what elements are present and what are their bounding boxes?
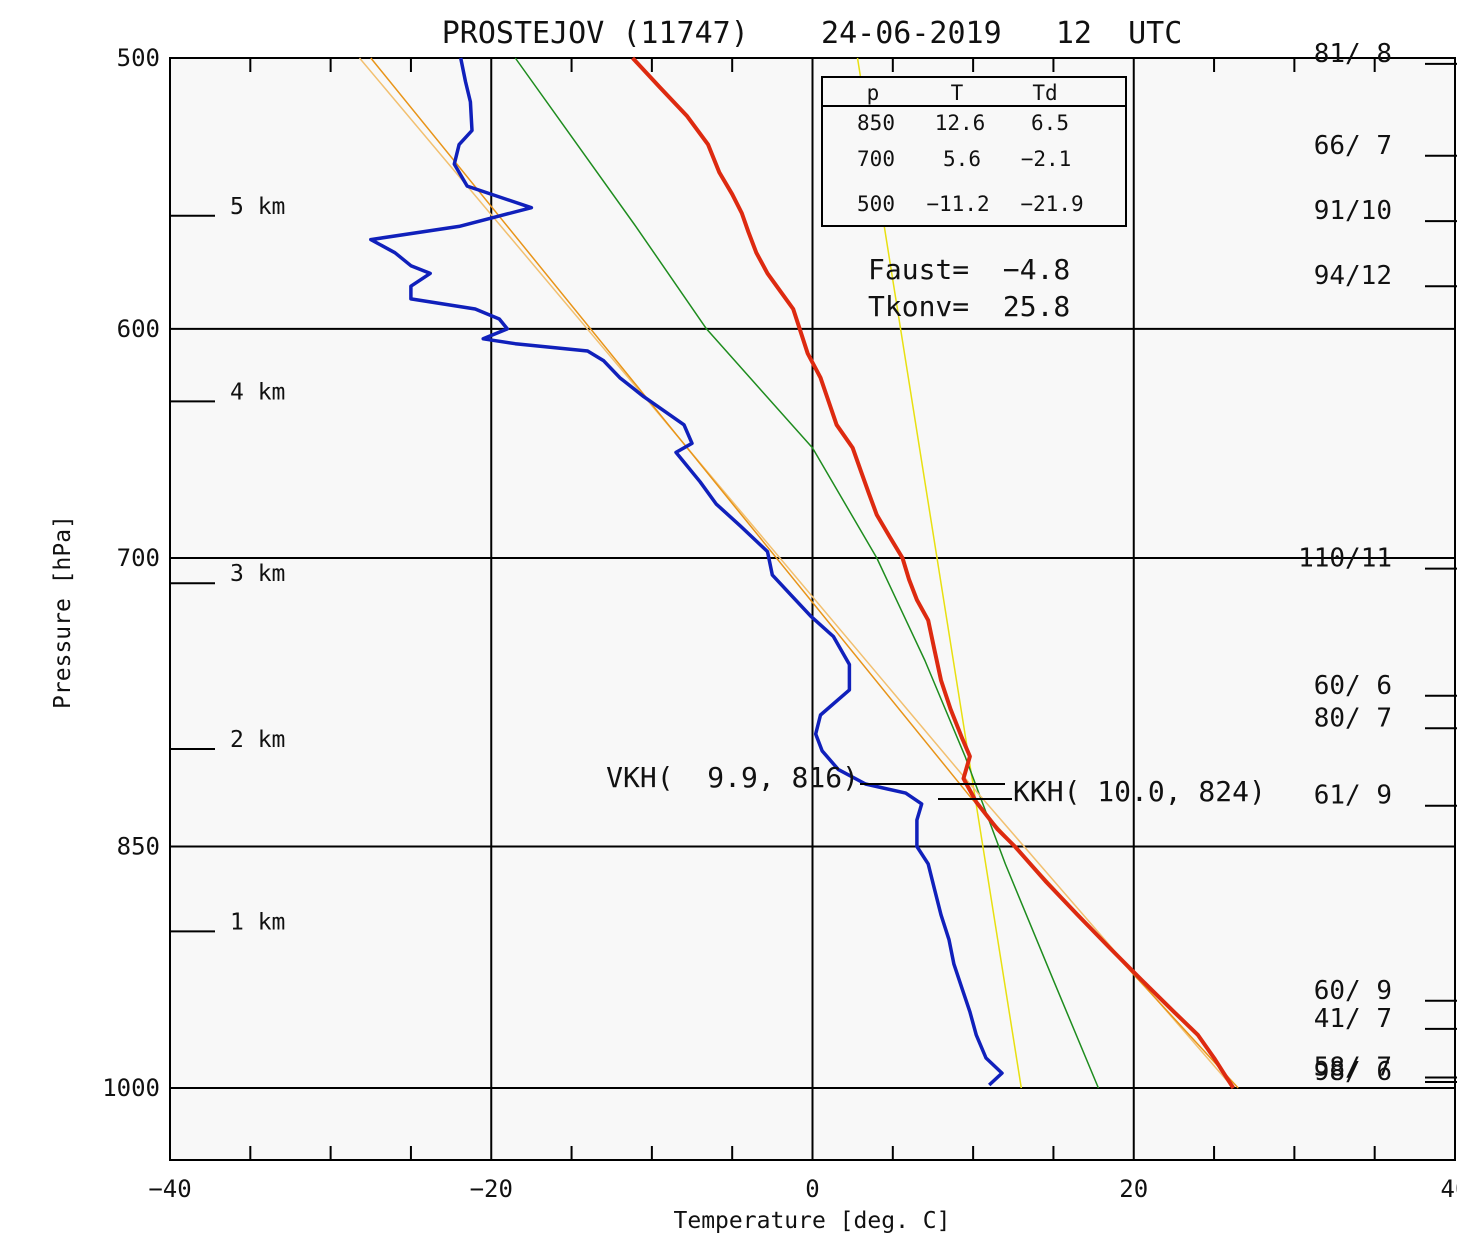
vkh-label: VKH( 9.9, 816) [606,761,859,794]
wind-label: 91/10 [1314,196,1392,226]
wind-label: 60/ 6 [1314,671,1392,701]
table-cell: −21.9 [1020,192,1083,216]
table-cell: 12.6 [935,111,986,135]
table-header-p: p [867,81,880,105]
x-tick-label: 40 [1441,1175,1457,1203]
table-header-t: T [951,81,964,105]
x-tick-label: 20 [1119,1175,1148,1203]
wind-label: 58/ 7 [1314,1053,1392,1083]
tkonv-index: Tkonv= 25.8 [868,290,1070,323]
tick-labels: 500 600 700 850 1000 −40 −20 0 20 40 [102,44,1457,1203]
series-lines [358,56,1239,1090]
series-line-temperature [631,56,1235,1090]
wind-label: 66/ 7 [1314,131,1392,161]
height-label: 3 km [230,561,285,587]
height-label: 2 km [230,727,285,753]
wind-label: 60/ 9 [1314,976,1392,1006]
y-axis-label: Pressure [hPa] [50,515,76,709]
kkh-label: KKH( 10.0, 824) [1013,775,1266,808]
table-cell: 700 [857,147,895,171]
condensation-levels: VKH( 9.9, 816) KKH( 10.0, 824) [606,761,1266,808]
y-tick-label: 600 [117,315,160,343]
wind-label: 81/ 8 [1314,39,1392,69]
sounding-table: p T Td 850 12.6 6.5 700 5.6 −2.1 500 −11… [821,76,1127,227]
x-tick-label: 0 [805,1175,819,1203]
wind-label: 110/11 [1298,544,1392,574]
x-tick-label: −40 [148,1175,191,1203]
series-line-dewpoint [369,57,1004,1087]
wind-label: 61/ 9 [1314,781,1392,811]
wind-labels: 81/ 8 66/ 7 91/10 94/12 110/11 60/ 680/ 7 61/ … [1298,39,1457,1087]
height-label: 1 km [230,909,285,935]
table-cell: −2.1 [1021,147,1072,171]
y-tick-label: 1000 [102,1074,160,1102]
minor-ticks [249,58,1376,1160]
series-line-moist-adiabat [514,57,1100,1089]
height-markers: 6 km5 km4 km3 km2 km1 km [170,194,285,935]
y-tick-label: 850 [117,833,160,861]
y-tick-label: 500 [117,44,160,72]
wind-label: 94/12 [1314,261,1392,291]
wind-label: 41/ 7 [1314,1004,1392,1034]
table-frame [821,76,1127,227]
y-tick-label: 700 [117,544,160,572]
table-cell: 850 [857,111,895,135]
wind-label: 80/ 7 [1314,703,1392,733]
height-label: 4 km [230,379,285,405]
x-axis-label: Temperature [deg. C] [674,1208,951,1234]
x-tick-label: −20 [470,1175,513,1203]
series-line-mixing-ratio [856,57,1023,1089]
table-cell: −11.2 [926,192,989,216]
table-header-td: Td [1032,81,1057,105]
grid-lines [170,57,1455,1160]
chart-title: PROSTEJOV (11747) 24-06-2019 12 UTC [442,16,1183,51]
faust-index: Faust= −4.8 [868,253,1070,286]
table-cell: 5.6 [943,147,981,171]
wind-label: 98/ 6 [1314,1057,1392,1087]
height-label: 5 km [230,194,285,220]
table-cell: 500 [857,192,895,216]
table-cell: 6.5 [1031,111,1069,135]
